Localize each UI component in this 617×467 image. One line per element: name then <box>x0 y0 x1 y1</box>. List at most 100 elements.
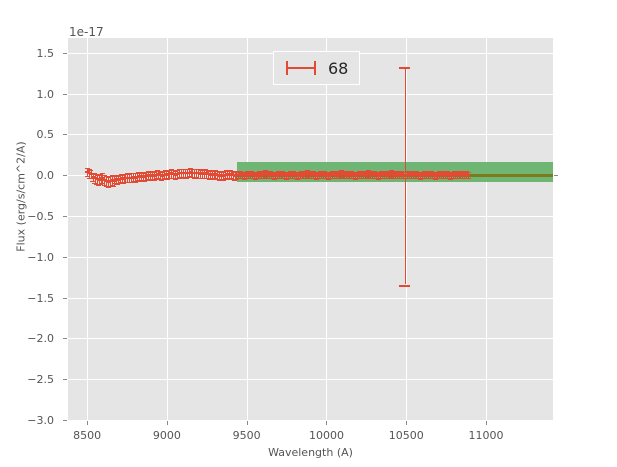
errorbar-cap <box>352 172 358 174</box>
errorbar-cap <box>230 179 236 181</box>
gridline-horizontal <box>68 256 553 258</box>
errorbar-cap <box>383 177 389 179</box>
errorbar-cap <box>299 171 305 173</box>
errorbar-cap <box>193 176 199 178</box>
errorbar-cap <box>88 170 94 172</box>
errorbar-cap <box>293 171 299 173</box>
errorbar-cap <box>452 177 458 179</box>
errorbar-cap <box>218 171 224 173</box>
y-tick-mark <box>63 256 67 258</box>
x-tick-mark <box>485 421 487 425</box>
y-tick-label: 0.5 <box>36 128 55 142</box>
errorbar-cap <box>253 172 259 174</box>
errorbar-cap <box>390 177 396 179</box>
errorbar-cap <box>362 171 368 173</box>
x-tick-label: 9000 <box>152 429 181 442</box>
gridline-horizontal <box>68 215 553 217</box>
errorbar-cap <box>333 177 339 179</box>
errorbar-cap <box>142 172 148 174</box>
errorbar-cap <box>96 175 102 177</box>
errorbar-cap <box>143 180 149 182</box>
errorbar-cap <box>163 170 169 172</box>
errorbar-cap <box>429 177 435 179</box>
x-tick-label: 8500 <box>73 429 102 442</box>
errorbar-cap <box>86 169 92 171</box>
errorbar-cap <box>212 178 218 180</box>
errorbar-cap <box>260 177 266 179</box>
errorbar-cap <box>360 177 366 179</box>
errorbar-cap <box>327 178 333 180</box>
errorbar-cap <box>153 179 159 181</box>
errorbar-cap <box>264 177 270 179</box>
y-tick-mark <box>63 379 67 381</box>
errorbar-cap <box>126 182 132 184</box>
errorbar-cap <box>209 170 215 172</box>
errorbar-cap <box>322 177 328 179</box>
errorbar-cap <box>371 171 377 173</box>
errorbar-cap <box>385 178 391 180</box>
errorbar-cap <box>92 173 98 175</box>
errorbar-cap <box>398 171 404 173</box>
errorbar-cap <box>335 171 341 173</box>
x-tick-label: 10000 <box>308 429 344 442</box>
errorbar-cap <box>197 170 203 172</box>
y-tick-mark <box>63 93 67 95</box>
errorbar-cap <box>174 178 180 180</box>
errorbar-cap <box>444 171 450 173</box>
errorbar-cap <box>308 171 314 173</box>
errorbar-cap <box>457 171 463 173</box>
errorbar-cap <box>207 179 213 181</box>
errorbar-cap <box>203 169 209 171</box>
errorbar-cap <box>406 177 412 179</box>
errorbar-cap <box>90 180 96 182</box>
errorbar-cap <box>348 171 354 173</box>
errorbar-cap <box>103 175 109 177</box>
errorbar-cap <box>103 185 109 187</box>
errorbar-cap <box>329 171 335 173</box>
errorbar-cap <box>232 171 238 173</box>
gridline-horizontal <box>68 134 553 136</box>
errorbar-cap <box>266 171 272 173</box>
errorbar-cap <box>224 170 230 172</box>
errorbar-cap <box>343 171 349 173</box>
errorbar-cap <box>404 171 410 173</box>
errorbar-cap <box>170 178 176 180</box>
errorbar-cap <box>98 184 104 186</box>
errorbar-cap <box>302 171 308 173</box>
errorbar-cap <box>174 170 180 172</box>
errorbar-cap <box>341 177 347 179</box>
errorbar-cap <box>425 171 431 173</box>
errorbar-cap <box>124 173 130 175</box>
errorbar-cap <box>138 172 144 174</box>
errorbar-cap <box>241 172 247 174</box>
errorbar-cap <box>375 172 381 174</box>
errorbar-cap <box>436 171 442 173</box>
errorbar-cap <box>237 171 243 173</box>
errorbar-cap <box>157 171 163 173</box>
errorbar-cap <box>396 178 402 180</box>
data-point-marker <box>88 173 93 176</box>
errorbar-cap <box>201 178 207 180</box>
errorbar-cap <box>264 171 270 173</box>
errorbar-cap <box>224 178 230 180</box>
errorbar-cap <box>161 179 167 181</box>
errorbar-cap <box>463 177 469 179</box>
errorbar-cap <box>111 175 117 177</box>
errorbar-cap <box>226 179 232 181</box>
errorbar-cap <box>308 178 314 180</box>
errorbar-cap <box>195 177 201 179</box>
errorbar-cap <box>214 179 220 181</box>
legend[interactable]: 68 <box>273 51 360 85</box>
errorbar-cap <box>341 171 347 173</box>
errorbar-cap <box>339 170 345 172</box>
errorbar-cap <box>318 177 324 179</box>
errorbar-cap <box>446 171 452 173</box>
errorbar-cap <box>188 175 194 177</box>
errorbar-cap <box>140 180 146 182</box>
errorbar-cap <box>121 175 127 177</box>
errorbar-cap <box>193 168 199 170</box>
errorbar-cap <box>291 177 297 179</box>
errorbar-cap <box>119 182 125 184</box>
errorbar-cap <box>399 284 411 287</box>
data-point-marker <box>111 179 116 182</box>
